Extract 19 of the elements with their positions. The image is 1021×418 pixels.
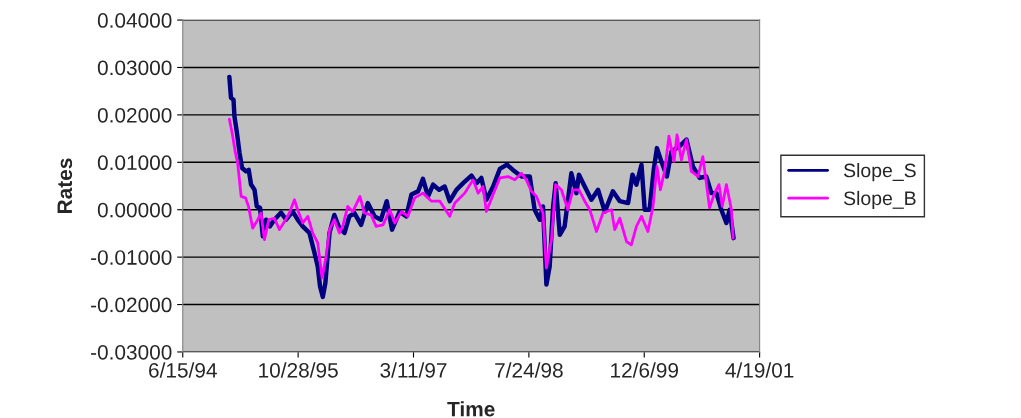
y-tick-label: -0.01000 xyxy=(91,250,172,265)
y-tick-label: 0.01000 xyxy=(97,155,172,171)
x-tick-label: 12/6/99 xyxy=(611,362,679,378)
y-tick-label: 0.02000 xyxy=(97,107,172,123)
y-tick-label: -0.02000 xyxy=(91,297,172,313)
y-tick-label: 0.03000 xyxy=(97,60,172,76)
y-tick-label: 0.04000 xyxy=(97,13,172,28)
line-series xyxy=(227,117,735,280)
y-tick-label: -0.03000 xyxy=(91,344,172,360)
x-tick-label: 3/11/97 xyxy=(380,362,447,378)
x-tick-label: 7/24/98 xyxy=(495,362,563,378)
legend-label: Slope_S xyxy=(843,163,916,182)
legend-label: Slope_B xyxy=(843,190,916,209)
y-tick-label: 0.00000 xyxy=(97,202,172,218)
x-tick-label: 10/28/95 xyxy=(259,362,338,378)
y-axis-title: Rates xyxy=(57,158,73,213)
x-tick-label: 4/19/01 xyxy=(725,362,794,378)
x-tick-label: 6/15/94 xyxy=(149,362,217,378)
x-axis-title: Time xyxy=(447,401,495,417)
